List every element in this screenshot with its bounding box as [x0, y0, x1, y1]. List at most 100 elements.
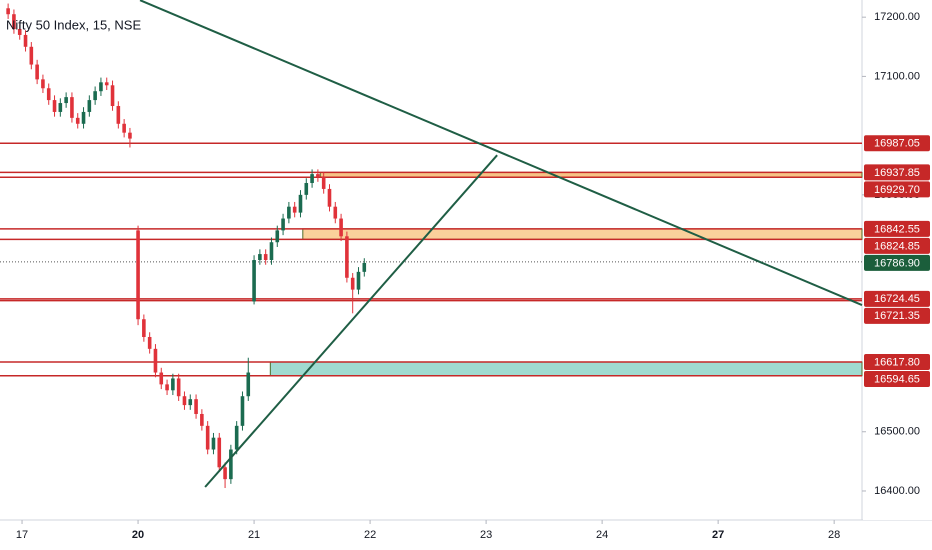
candle-body — [182, 396, 187, 406]
chart-title: Nifty 50 Index, 15, NSE — [6, 17, 141, 32]
trendline — [139, 0, 863, 306]
candle-body — [356, 271, 361, 290]
candle-body — [246, 372, 251, 397]
candle-body — [229, 449, 233, 480]
candle-body — [188, 399, 193, 406]
zone — [302, 228, 863, 240]
candle-body — [298, 194, 303, 213]
candle-body — [223, 467, 227, 480]
price-label-bg — [864, 135, 930, 152]
price-label: 16937.85 — [874, 167, 920, 179]
candle-body — [171, 378, 175, 391]
price-label-bg — [864, 254, 930, 271]
price-label-bg — [864, 181, 930, 198]
candle-body — [310, 174, 314, 184]
price-label: 16617.80 — [874, 356, 920, 368]
candle-body — [58, 103, 63, 112]
candle-body — [17, 29, 22, 35]
candle-body — [122, 123, 126, 133]
x-tick-label: 17 — [16, 529, 28, 541]
x-tick-label: 27 — [712, 529, 724, 541]
candle-body — [75, 117, 80, 124]
candle-body — [258, 254, 262, 260]
candle-body — [263, 254, 268, 260]
candle-body — [104, 82, 109, 86]
candle-body — [64, 97, 68, 104]
candle-body — [304, 183, 309, 195]
candle-body — [316, 174, 320, 178]
candle-body — [176, 378, 181, 397]
price-label: 16786.90 — [874, 257, 920, 269]
y-tick-label: 16400.00 — [874, 485, 920, 497]
candle-body — [211, 437, 216, 450]
candle-body — [70, 97, 74, 118]
candle-body — [46, 88, 51, 101]
candle-body — [292, 206, 297, 213]
price-label: 16929.70 — [874, 184, 920, 196]
candle-body — [327, 188, 332, 207]
candle-body — [41, 79, 45, 89]
candle-body — [275, 230, 280, 243]
candle-body — [350, 277, 355, 290]
candle-body — [128, 132, 132, 139]
price-label: 16594.65 — [874, 373, 920, 385]
price-label-bg — [864, 290, 930, 307]
x-tick-label: 22 — [364, 529, 376, 541]
price-label-bg — [864, 353, 930, 370]
candle-body — [345, 236, 349, 278]
candle-body — [159, 372, 164, 385]
candle-body — [234, 425, 239, 450]
x-tick-label: 21 — [248, 529, 260, 541]
candle-body — [240, 396, 245, 426]
y-tick-label: 17100.00 — [874, 70, 920, 82]
x-tick-label: 23 — [480, 529, 492, 541]
candle-body — [99, 82, 103, 92]
x-tick-label: 20 — [132, 529, 144, 541]
candle-body — [35, 64, 39, 80]
candle-body — [116, 106, 121, 124]
price-label-bg — [864, 164, 930, 181]
candle-body — [29, 46, 34, 65]
price-label-bg — [864, 307, 930, 324]
candle-body — [52, 100, 57, 112]
y-tick-label: 16500.00 — [874, 426, 920, 438]
price-label-bg — [864, 370, 930, 387]
candle-body — [87, 100, 92, 112]
x-tick-label: 24 — [596, 529, 608, 541]
candle-body — [252, 260, 256, 302]
candle-body — [12, 14, 16, 30]
candle-body — [81, 111, 86, 124]
candle-body — [194, 399, 198, 414]
price-label: 16842.55 — [874, 223, 920, 235]
candle-body — [287, 206, 291, 219]
price-label: 16724.45 — [874, 293, 920, 305]
candle-body — [110, 85, 115, 107]
candle-body — [205, 425, 210, 450]
candle-body — [200, 413, 204, 426]
price-label-bg — [864, 220, 930, 237]
candle-body — [142, 319, 146, 337]
candle-body — [362, 262, 367, 272]
candle-body — [217, 437, 222, 468]
candle-body — [165, 384, 169, 391]
candle-body — [147, 336, 152, 349]
trendline — [204, 154, 498, 488]
candle-body — [93, 91, 97, 101]
price-label: 16824.85 — [874, 240, 920, 252]
candle-body — [153, 348, 158, 373]
candle-body — [333, 206, 338, 219]
price-label: 16987.05 — [874, 138, 920, 150]
x-tick-label: 28 — [828, 529, 840, 541]
candle-body — [269, 242, 274, 260]
candle-body — [339, 218, 343, 237]
candle-body — [281, 218, 285, 231]
candle-body — [23, 34, 28, 47]
y-tick-label: 17200.00 — [874, 11, 920, 23]
price-label: 16721.35 — [874, 310, 920, 322]
price-label-bg — [864, 237, 930, 254]
candle-body — [6, 8, 10, 15]
zone — [269, 361, 863, 377]
candle-body — [321, 177, 326, 189]
